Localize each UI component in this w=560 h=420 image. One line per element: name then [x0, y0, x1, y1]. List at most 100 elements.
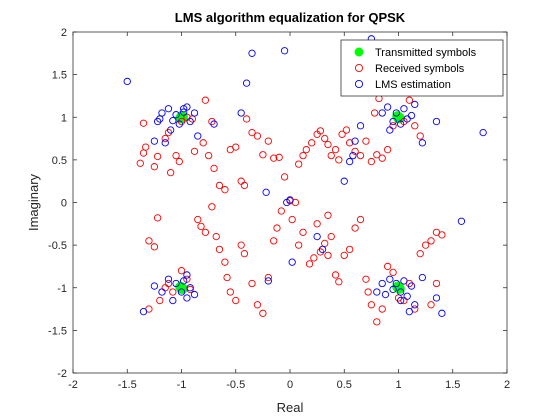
- data-point: [166, 169, 175, 177]
- data-point: [210, 164, 218, 173]
- data-point: [248, 49, 256, 57]
- x-tick-label: -0.5: [226, 379, 245, 391]
- data-point: [136, 159, 144, 167]
- data-point: [416, 132, 424, 140]
- data-point: [223, 273, 231, 282]
- data-point: [392, 279, 400, 288]
- y-tick-label: -2: [57, 368, 67, 380]
- data-point: [373, 288, 381, 296]
- data-point: [364, 288, 372, 296]
- data-point: [356, 122, 365, 130]
- data-point: [383, 262, 392, 271]
- data-point: [438, 309, 446, 317]
- data-point: [164, 105, 173, 113]
- x-tick-label: 2: [504, 379, 510, 391]
- data-point: [383, 103, 392, 111]
- x-tick-label: -2: [68, 379, 78, 391]
- data-point: [150, 243, 159, 251]
- data-point: [197, 222, 205, 231]
- data-point: [280, 173, 289, 181]
- legend-box: [340, 39, 504, 97]
- data-point: [389, 285, 397, 294]
- data-point: [169, 288, 177, 296]
- data-point: [373, 151, 381, 159]
- data-point: [280, 47, 289, 55]
- data-point: [142, 143, 150, 151]
- y-tick-label: 1.5: [52, 70, 67, 82]
- data-point: [313, 232, 321, 241]
- data-point: [153, 152, 162, 161]
- data-point: [183, 271, 191, 279]
- data-point: [164, 275, 173, 283]
- data-point: [150, 282, 159, 290]
- data-point: [264, 137, 272, 145]
- data-point: [324, 251, 332, 260]
- data-point: [342, 126, 351, 134]
- data-point: [427, 237, 435, 245]
- legend: Transmitted symbols Received symbols LMS e…: [340, 39, 504, 97]
- data-point: [479, 128, 487, 137]
- data-point: [407, 111, 416, 120]
- data-point: [305, 260, 314, 268]
- data-point: [331, 145, 340, 154]
- data-point: [295, 160, 303, 168]
- y-tick-label: 0.5: [52, 155, 67, 167]
- data-point: [180, 277, 188, 285]
- data-point: [161, 139, 169, 147]
- data-point: [373, 318, 381, 326]
- data-point: [166, 126, 175, 134]
- data-point: [161, 134, 169, 143]
- x-axis-label: Real: [277, 400, 304, 415]
- data-point: [150, 137, 159, 145]
- data-point: [351, 147, 359, 156]
- data-point: [242, 115, 251, 123]
- chart-title: LMS algorithm equalization for QPSK: [175, 10, 406, 25]
- data-point: [427, 301, 435, 309]
- data-point: [139, 119, 148, 127]
- data-point: [123, 77, 131, 86]
- data-point: [438, 231, 446, 239]
- data-point: [139, 307, 148, 316]
- data-point: [356, 215, 365, 224]
- legend-marker: [354, 79, 364, 89]
- data-point: [275, 153, 283, 161]
- data-point: [150, 163, 159, 171]
- data-point: [432, 279, 441, 288]
- data-point: [411, 100, 419, 109]
- data-point: [370, 109, 379, 117]
- series-2: [123, 35, 487, 317]
- data-point: [405, 307, 413, 316]
- data-point: [316, 127, 325, 135]
- data-point: [286, 196, 294, 204]
- data-point: [190, 147, 199, 156]
- data-point: [145, 237, 153, 245]
- data-point: [378, 154, 386, 162]
- data-point: [340, 177, 348, 185]
- data-point: [183, 294, 191, 302]
- data-point: [400, 105, 408, 113]
- data-point: [338, 130, 346, 138]
- data-point: [248, 279, 256, 288]
- data-point: [172, 279, 180, 288]
- data-point: [397, 296, 405, 305]
- y-axis-label: Imaginary: [26, 173, 41, 231]
- data-point: [367, 157, 376, 166]
- legend-marker: [354, 47, 364, 57]
- data-point: [237, 241, 245, 249]
- data-point: [432, 117, 441, 126]
- x-tick-label: 1: [395, 379, 401, 391]
- data-point: [432, 294, 441, 302]
- data-point: [313, 220, 321, 228]
- data-point: [177, 117, 186, 126]
- data-point: [405, 96, 413, 104]
- data-point: [253, 301, 262, 309]
- data-point: [346, 139, 354, 147]
- data-point: [215, 245, 224, 254]
- data-point: [153, 117, 162, 126]
- data-point: [362, 275, 370, 283]
- data-point: [194, 215, 202, 224]
- data-point: [346, 245, 354, 254]
- data-point: [346, 157, 354, 166]
- data-point: [277, 207, 285, 215]
- data-point: [175, 120, 183, 128]
